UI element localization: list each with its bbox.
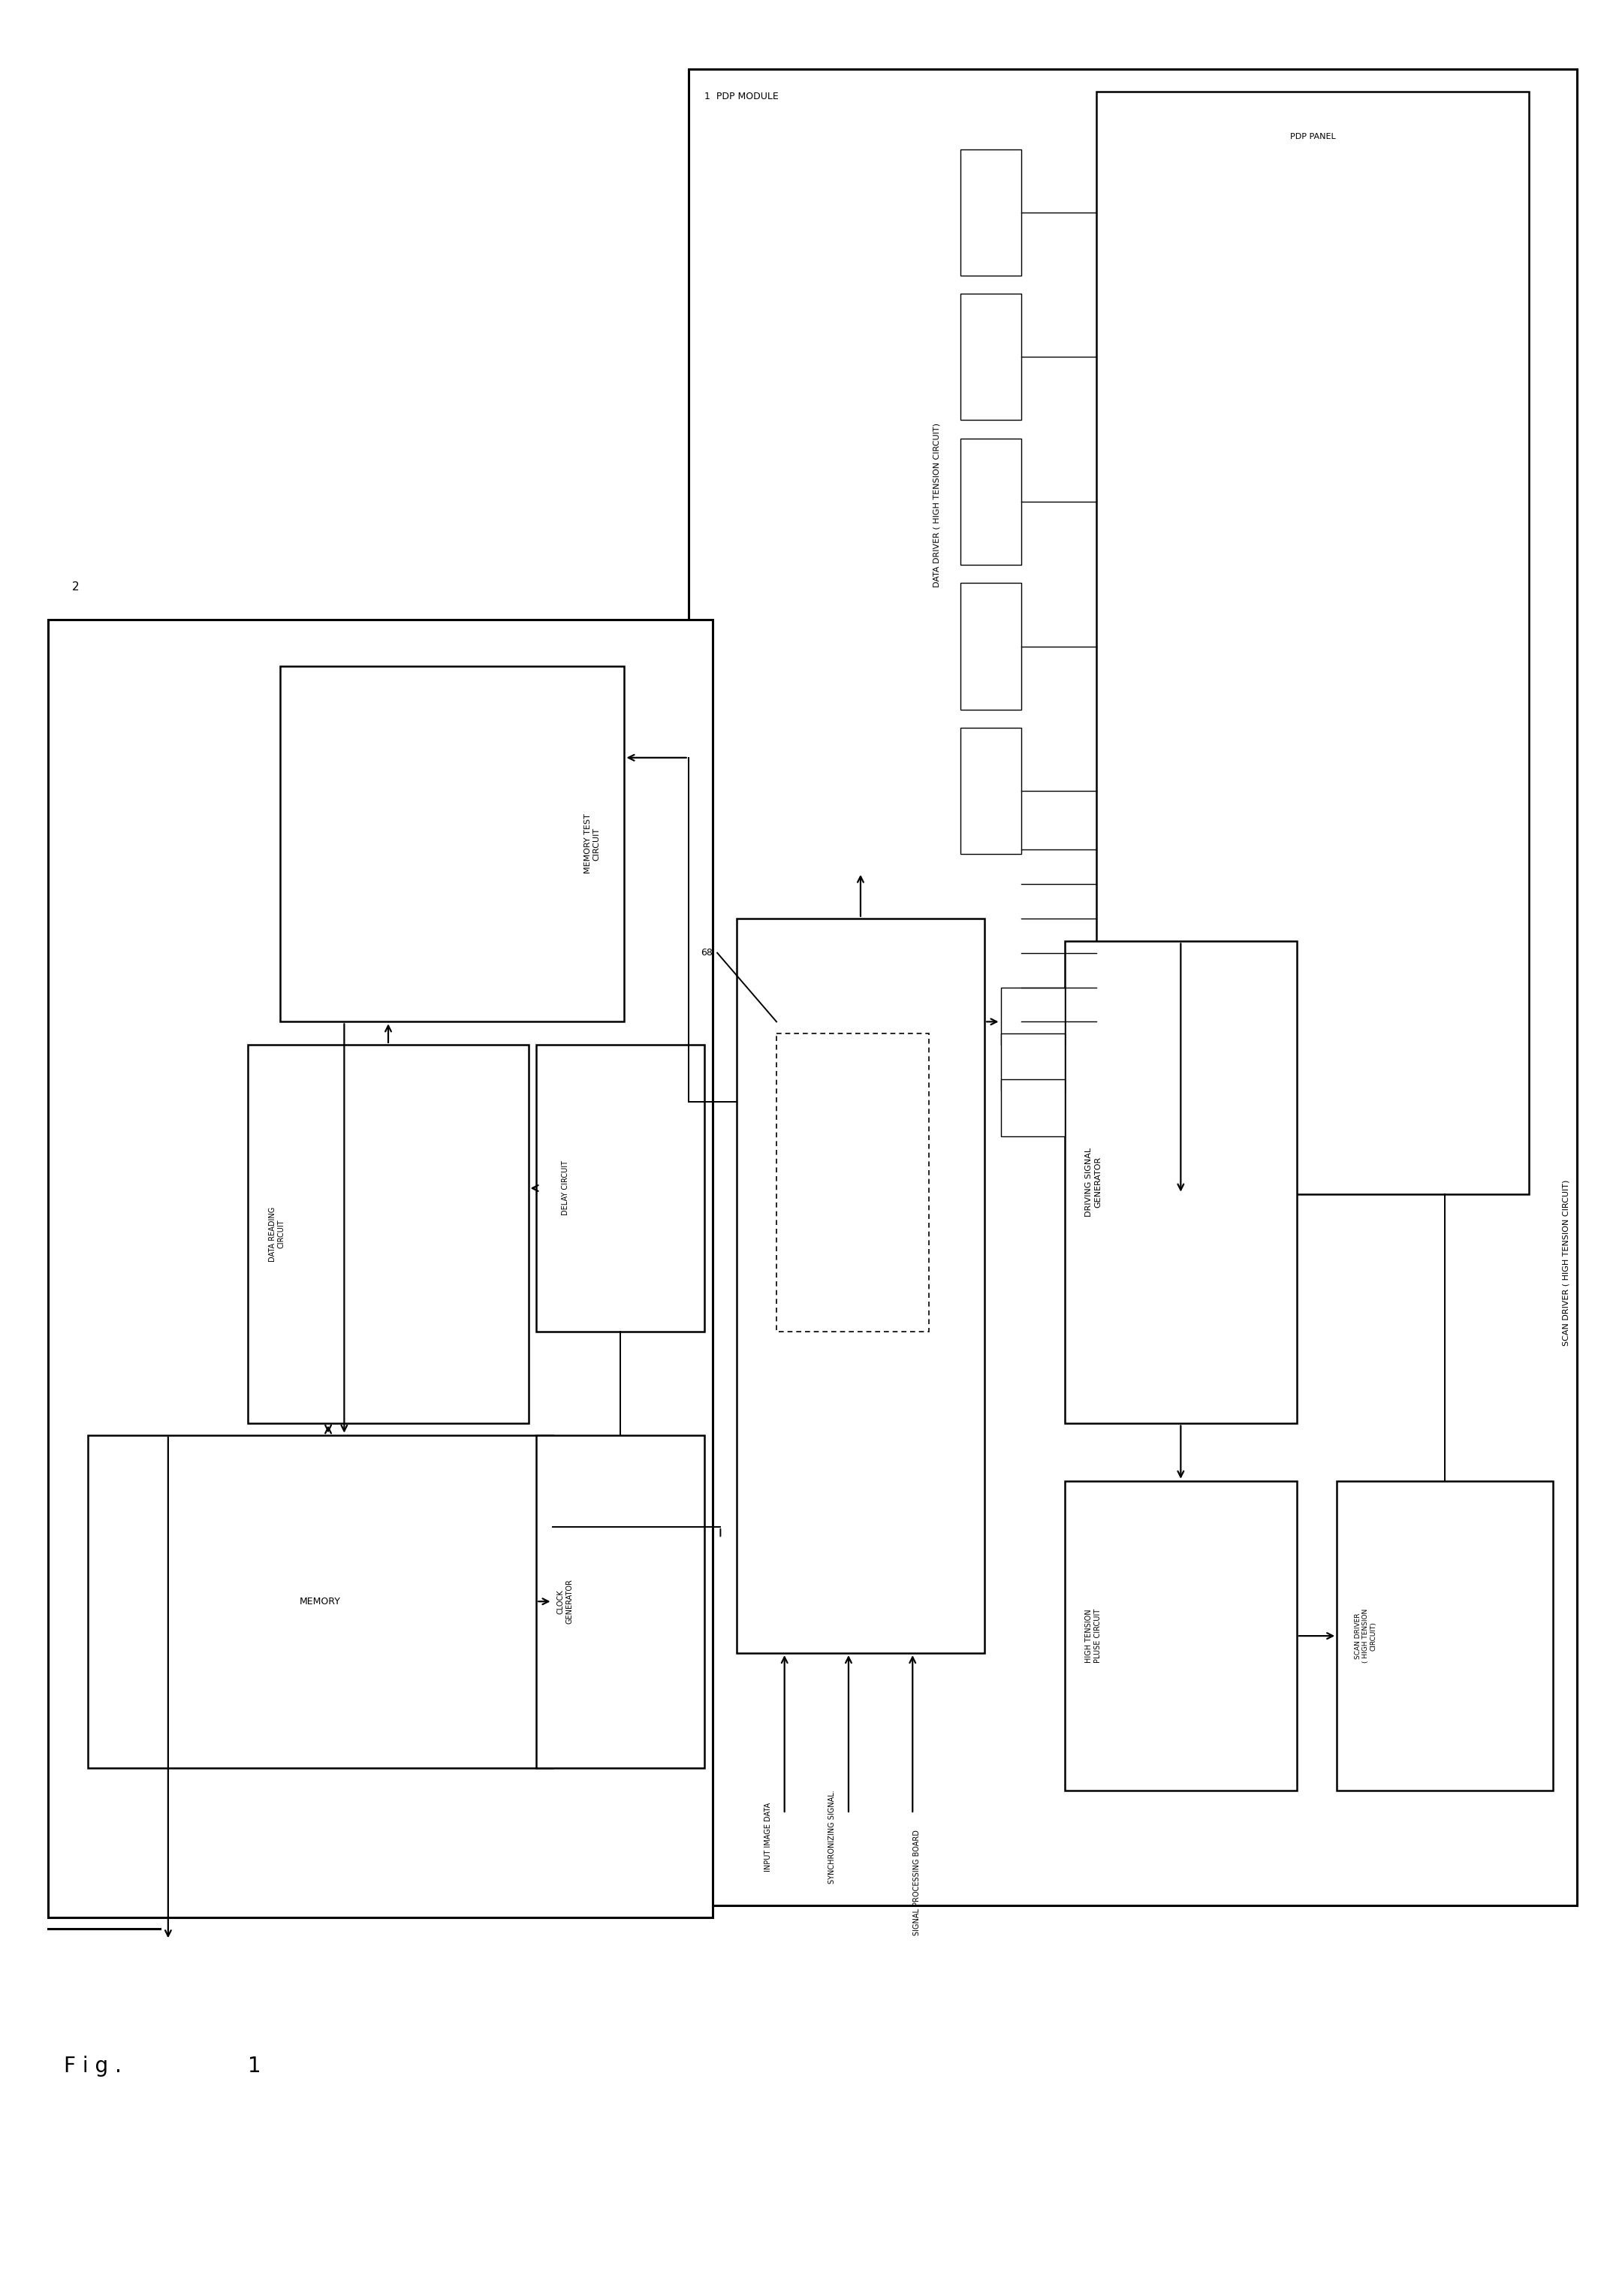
Text: HIGH TENSION
PLUSE CIRCUIT: HIGH TENSION PLUSE CIRCUIT <box>1085 1609 1101 1662</box>
Bar <box>248 1045 528 1424</box>
Bar <box>688 69 1577 1906</box>
Bar <box>1065 1481 1297 1791</box>
Text: SCAN DRIVER
( HIGH TENSION
CIRCUIT): SCAN DRIVER ( HIGH TENSION CIRCUIT) <box>1354 1609 1377 1662</box>
Bar <box>1001 1033 1065 1091</box>
Bar <box>280 666 624 1022</box>
Bar <box>536 1435 704 1768</box>
Bar <box>1097 92 1529 1194</box>
Bar <box>1065 941 1297 1424</box>
Bar <box>1001 1079 1065 1137</box>
Bar <box>1001 987 1065 1045</box>
Bar <box>88 1435 552 1768</box>
Bar <box>48 620 712 1917</box>
Text: SIGNAL PROCESSING BOARD: SIGNAL PROCESSING BOARD <box>913 1830 921 1936</box>
Bar <box>961 728 1021 854</box>
Text: 1  PDP MODULE: 1 PDP MODULE <box>704 92 778 101</box>
Text: CLOCK
GENERATOR: CLOCK GENERATOR <box>557 1580 573 1623</box>
Text: 2: 2 <box>72 581 80 592</box>
Text: PDP PANEL: PDP PANEL <box>1290 133 1335 140</box>
Bar <box>736 918 985 1653</box>
Text: F i g .: F i g . <box>64 2055 122 2078</box>
Text: DRIVING SIGNAL
GENERATOR: DRIVING SIGNAL GENERATOR <box>1085 1148 1101 1217</box>
Text: INPUT IMAGE DATA: INPUT IMAGE DATA <box>764 1802 772 1871</box>
Text: DATA READING
CIRCUIT: DATA READING CIRCUIT <box>269 1208 285 1261</box>
Text: 68: 68 <box>701 948 712 957</box>
Bar <box>961 439 1021 565</box>
Bar <box>961 294 1021 420</box>
Text: SYNCHRONIZING SIGNAL.: SYNCHRONIZING SIGNAL. <box>828 1791 836 1883</box>
Text: MEMORY: MEMORY <box>299 1596 341 1607</box>
Bar <box>1337 1481 1553 1791</box>
Text: DATA DRIVER ( HIGH TENSION CIRCUIT): DATA DRIVER ( HIGH TENSION CIRCUIT) <box>933 422 940 588</box>
Bar <box>961 149 1021 276</box>
Text: DELAY CIRCUIT: DELAY CIRCUIT <box>562 1162 568 1215</box>
Bar <box>961 583 1021 709</box>
Text: SCAN DRIVER ( HIGH TENSION CIRCUIT): SCAN DRIVER ( HIGH TENSION CIRCUIT) <box>1563 1180 1569 1345</box>
Text: MEMORY TEST
CIRCUIT: MEMORY TEST CIRCUIT <box>584 813 600 875</box>
Bar <box>536 1045 704 1332</box>
Bar <box>776 1033 929 1332</box>
Text: 1: 1 <box>248 2055 261 2078</box>
